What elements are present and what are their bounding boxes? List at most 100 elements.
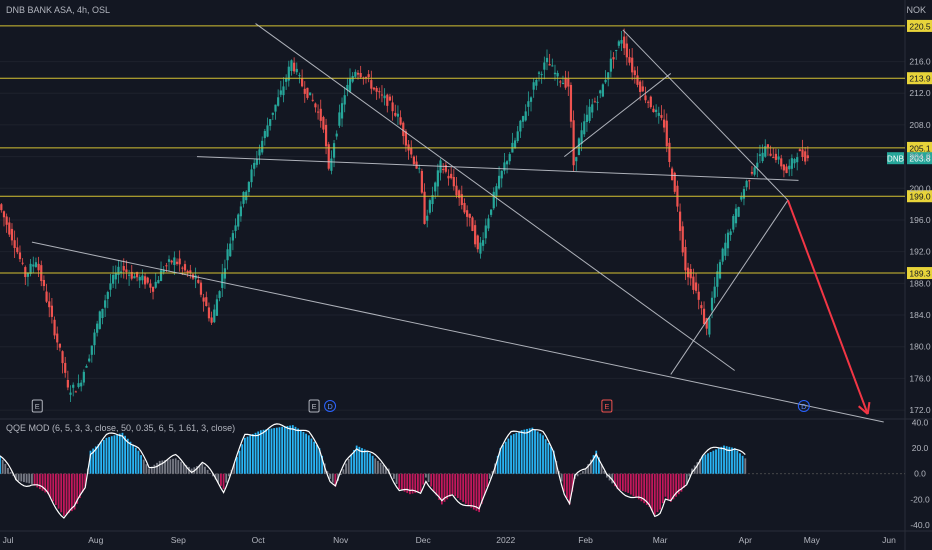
qqe-histogram-bar [297,428,300,474]
qqe-histogram-bar [443,473,446,502]
qqe-histogram-bar [669,473,672,502]
qqe-histogram-bar [265,429,268,474]
qqe-histogram-bar [637,473,640,500]
event-marker-label: E [604,402,609,411]
candle-body [157,280,160,284]
candle-body [665,120,668,147]
candle-body [607,72,610,80]
qqe-histogram-bar [438,473,441,500]
qqe-histogram-bar [100,442,103,474]
candle-body [213,309,216,323]
candle-body [263,131,266,139]
qqe-histogram-bar [251,434,254,474]
candle-body [426,215,429,221]
qqe-histogram-bar [113,435,116,474]
candle-body [21,262,24,264]
event-marker-label: E [312,402,317,411]
qqe-histogram-bar [94,446,97,474]
candle-body [450,173,453,179]
candle-body [322,117,325,130]
candle-body [575,157,578,162]
candle-body [173,257,176,266]
candle-body [383,95,386,99]
candle-body [242,192,245,204]
qqe-histogram-bar [25,473,28,483]
qqe-histogram-bar [621,473,624,491]
candle-body [261,140,264,153]
candle-body [178,258,181,265]
qqe-histogram-bar [550,446,552,474]
candle-body [532,82,535,90]
time-tick-label: Aug [88,535,103,545]
qqe-histogram-bar [488,473,491,479]
qqe-histogram-bar [129,441,132,474]
qqe-histogram-bar [592,455,595,474]
candle-body [537,72,541,74]
candle-body [255,158,258,165]
candle-body [181,267,184,269]
candle-body [694,282,698,291]
candle-body [109,283,112,290]
last-price-bg [907,152,932,165]
candle-body [106,292,109,299]
candle-body [72,384,75,388]
qqe-histogram-bar [289,425,292,474]
qqe-histogram-bar [696,462,699,474]
candle-body [239,206,242,217]
qqe-histogram-bar [57,473,60,509]
candle-body [127,274,131,276]
candle-body [726,232,730,249]
candle-body [316,111,320,113]
candle-body [580,130,583,144]
dividend-marker [324,400,337,412]
time-tick-label: May [804,535,821,545]
candle-body [356,72,360,75]
candle-body [16,247,19,253]
qqe-histogram-bar [17,473,20,481]
qqe-histogram-bar [310,438,313,474]
qqe-histogram-bar [275,427,278,474]
candle-body [487,218,490,229]
qqe-histogram-bar [267,428,270,474]
candle-body [125,269,128,272]
qqe-histogram-bar [590,459,592,474]
qqe-histogram-bar [28,473,31,484]
qqe-histogram-bar [291,425,294,474]
candle-body [266,125,269,137]
candle-body [56,333,59,343]
price-tick-label: 188.0 [909,278,931,288]
qqe-histogram-bar [597,457,600,474]
candle-body [689,268,692,279]
level-label: 220.5 [909,21,931,31]
candle-body [330,158,333,171]
candle-body [431,195,434,205]
candle-body [633,70,636,76]
candle-body [713,286,716,298]
level-label: 213.9 [909,74,931,84]
candle-body [135,272,139,278]
event-marker-label: E [35,402,40,411]
price-tick-label: 212.0 [909,88,931,98]
candle-body [577,138,581,156]
qqe-histogram-bar [627,473,630,493]
qqe-histogram-bar [409,473,411,495]
candle-body [221,273,224,288]
qqe-histogram-bar [166,459,169,474]
qqe-histogram-bar [350,454,353,474]
candle-body [186,270,189,273]
candle-body [0,204,3,211]
candle-body [210,317,213,323]
candle-body [649,96,652,108]
qqe-histogram-bar [313,441,315,474]
candle-body [215,299,219,316]
candle-body [247,182,250,192]
qqe-histogram-bar [174,458,177,474]
qqe-histogram-bar [134,447,137,474]
qqe-histogram-bar [302,431,305,474]
time-tick-label: Sep [171,535,186,545]
qqe-histogram-bar [47,473,49,495]
qqe-histogram-bar [60,473,63,513]
candle-body [700,305,703,309]
